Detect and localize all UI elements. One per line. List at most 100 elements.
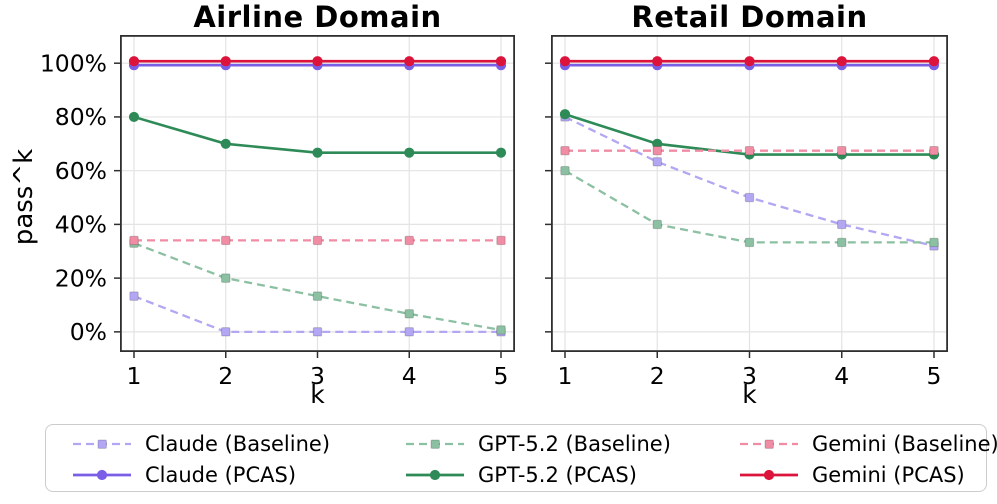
y-tick-label: 80% [55, 103, 107, 131]
legend-marker [764, 439, 774, 449]
data-point [837, 237, 847, 248]
y-tick-label: 100% [40, 49, 107, 77]
data-point [129, 291, 139, 301]
legend-label: Claude (PCAS) [145, 462, 297, 487]
data-point [312, 235, 323, 246]
data-point [495, 56, 507, 67]
series-line [133, 242, 502, 332]
legend-marker [763, 469, 775, 480]
data-point [744, 56, 755, 67]
x-tick-label: 4 [402, 362, 417, 390]
data-point [559, 109, 571, 120]
data-point [404, 235, 414, 246]
data-point [837, 145, 847, 156]
data-point [404, 309, 414, 319]
legend-item-gemini-baseline: Gemini (Baseline) [738, 429, 997, 458]
series-gpt-pcas [128, 111, 507, 158]
legend-label: Claude (Baseline) [145, 431, 331, 456]
series-line [133, 295, 501, 334]
retail-plot-title: Retail Domain [631, 0, 868, 34]
gemini-baseline-dashed-line-sample [740, 439, 798, 449]
data-point [221, 235, 231, 246]
data-point [128, 111, 140, 123]
gpt-pcas-solid-line-sample [406, 469, 464, 480]
series-gpt-baseline [129, 238, 506, 335]
legend-item-claude-pcas: Claude (PCAS) [71, 460, 404, 489]
data-point [652, 56, 663, 67]
data-point [495, 147, 507, 158]
data-point [929, 237, 939, 248]
airline-plot-title: Airline Domain [193, 0, 442, 34]
x-tick-label: 1 [127, 362, 142, 390]
data-point [220, 138, 231, 149]
x-tick-label: 3 [742, 362, 757, 390]
x-axis-label-airline: k [310, 380, 325, 409]
claude-baseline-dashed-line-sample [73, 439, 131, 449]
data-point [220, 56, 231, 67]
legend-item-gpt-baseline: GPT-5.2 (Baseline) [404, 429, 738, 458]
data-point [652, 157, 662, 167]
data-point [837, 219, 847, 230]
grid [120, 35, 515, 352]
legend-item-gpt-pcas: GPT-5.2 (PCAS) [404, 460, 738, 489]
legend-label: Gemini (PCAS) [812, 462, 965, 487]
retail-chart: 1 2 3 4 5 [545, 34, 949, 390]
x-tick-label: 5 [927, 362, 942, 390]
legend-marker [96, 469, 108, 480]
x-tick-label: 2 [218, 362, 233, 390]
legend-marker [97, 439, 107, 449]
grid [551, 35, 948, 352]
y-tick-label: 40% [55, 211, 107, 239]
data-point [744, 145, 755, 156]
legend-label: Gemini (Baseline) [812, 431, 997, 456]
x-tick-label: 1 [558, 362, 573, 390]
series-gpt-baseline [560, 165, 939, 248]
data-point [652, 219, 662, 230]
legend-item-claude-baseline: Claude (Baseline) [71, 429, 404, 458]
y-tick-label: 20% [55, 264, 107, 292]
series-gemini-baseline [129, 235, 506, 246]
data-point [404, 147, 415, 158]
x-tick-label: 3 [310, 362, 325, 390]
legend-label: GPT-5.2 (Baseline) [478, 431, 671, 456]
legend-label: GPT-5.2 (PCAS) [478, 462, 637, 487]
data-point [312, 147, 323, 158]
x-tick-label: 5 [494, 362, 509, 390]
x-tick-label: 4 [834, 362, 849, 390]
data-point [129, 235, 139, 246]
series-gemini-baseline [560, 145, 939, 156]
data-point [312, 291, 323, 301]
series-gemini-pcas [559, 56, 940, 67]
gemini-pcas-solid-line-sample [740, 469, 798, 480]
airline-chart: 0% 20% 40% 60% 80% 100% 1 2 3 4 5 [40, 34, 516, 390]
claude-pcas-solid-line-sample [73, 469, 131, 480]
data-point [128, 56, 140, 67]
legend: Claude (Baseline) GPT-5.2 (Baseline) Gemin… [45, 424, 997, 492]
data-point [928, 56, 940, 67]
legend-marker [430, 439, 440, 449]
y-tick-label: 60% [55, 157, 107, 185]
x-tick-label: 2 [650, 362, 665, 390]
x-axis-label-retail: k [742, 380, 757, 409]
data-point [652, 145, 662, 156]
axes-spines [119, 34, 516, 353]
data-point [836, 56, 847, 67]
data-point [404, 327, 414, 337]
data-point [744, 237, 755, 248]
data-point [404, 56, 415, 67]
data-point [744, 192, 755, 203]
series-gemini-pcas [128, 56, 507, 67]
data-point [560, 145, 570, 156]
data-point [221, 273, 231, 283]
data-point [312, 327, 323, 337]
data-point [652, 138, 663, 149]
data-point [560, 165, 570, 176]
y-tick-label: 0% [70, 318, 107, 346]
legend-marker [429, 469, 441, 480]
data-point [312, 56, 323, 67]
axes-spines [550, 34, 949, 353]
y-axis-label: pass^k [9, 148, 39, 246]
data-point [496, 235, 506, 246]
data-point [929, 145, 939, 156]
